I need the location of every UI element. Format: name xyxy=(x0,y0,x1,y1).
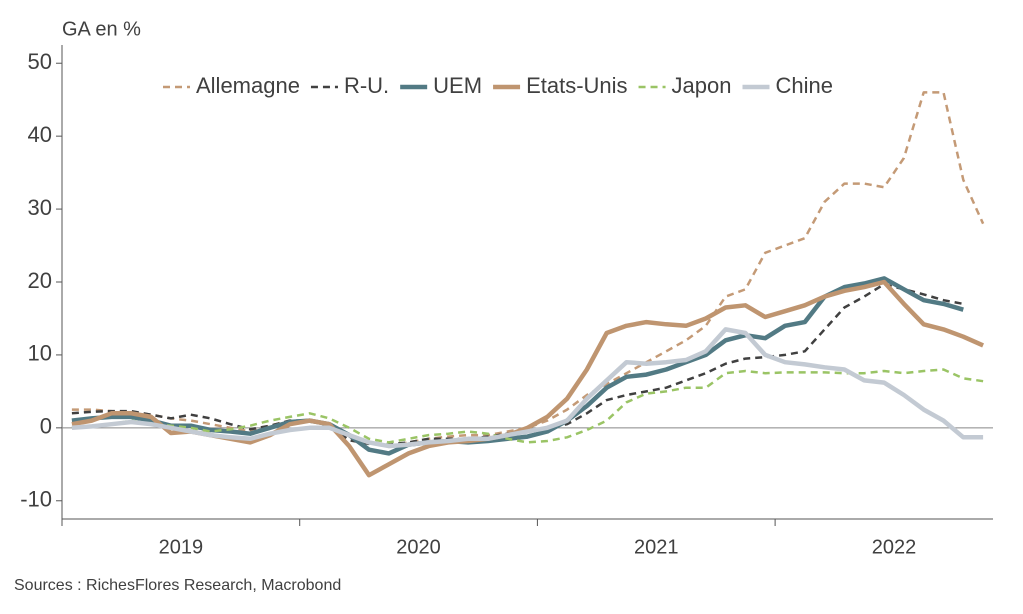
legend-label: R-U. xyxy=(344,73,389,98)
legend-label: Allemagne xyxy=(196,73,300,98)
x-tick-label: 2021 xyxy=(634,536,679,558)
series-line xyxy=(71,279,985,478)
y-tick-label: 40 xyxy=(28,122,52,147)
legend-label: Japon xyxy=(672,73,732,98)
x-tick-label: 2020 xyxy=(396,536,441,558)
y-tick-label: 0 xyxy=(40,414,52,439)
x-tick-label: 2022 xyxy=(872,536,917,558)
y-tick-label: 30 xyxy=(28,195,52,220)
legend-label: UEM xyxy=(433,73,482,98)
x-tick-label: 2019 xyxy=(159,536,204,558)
legend-label: Etats-Unis xyxy=(526,73,627,98)
series-line xyxy=(71,91,985,448)
y-tick-label: 50 xyxy=(28,49,52,74)
y-tick-label: -10 xyxy=(20,487,52,512)
series-line xyxy=(71,327,984,449)
legend-label: Chine xyxy=(776,73,833,98)
source-note: Sources : RichesFlores Research, Macrobo… xyxy=(14,577,341,594)
y-tick-label: 20 xyxy=(28,268,52,293)
y-tick-label: 10 xyxy=(28,341,52,366)
y-axis-label: GA en % xyxy=(62,18,141,40)
series-line xyxy=(71,282,964,446)
